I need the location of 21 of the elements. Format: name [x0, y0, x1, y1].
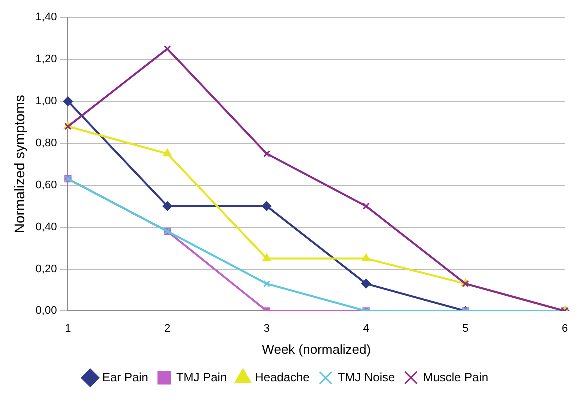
y-tick-label: 0,20: [36, 263, 58, 276]
x-axis-title: Week (normalized): [262, 342, 372, 357]
legend-label: TMJ Noise: [338, 370, 396, 384]
legend-label: TMJ Pain: [176, 370, 228, 384]
y-tick-label: 0,00: [36, 305, 58, 318]
y-axis-title: Normalized symptoms: [11, 95, 28, 234]
x-tick-label: 5: [462, 322, 469, 335]
y-tick-label: 0,60: [36, 179, 58, 192]
y-tick-label: 1,20: [36, 54, 58, 66]
legend-label: Ear Pain: [102, 370, 148, 384]
y-tick-label: 0,80: [36, 137, 58, 150]
y-tick-label: 1,40: [36, 12, 58, 24]
x-tick-label: 6: [562, 322, 568, 335]
legend-label: Muscle Pain: [423, 370, 489, 384]
x-tick-label: 1: [65, 322, 72, 335]
x-tick-label: 2: [164, 322, 171, 335]
x-tick-label: 3: [264, 322, 270, 335]
legend-label: Headache: [255, 370, 310, 384]
y-tick-label: 1,00: [36, 96, 58, 108]
x-tick-label: 4: [363, 322, 370, 335]
y-tick-label: 0,40: [36, 221, 58, 234]
